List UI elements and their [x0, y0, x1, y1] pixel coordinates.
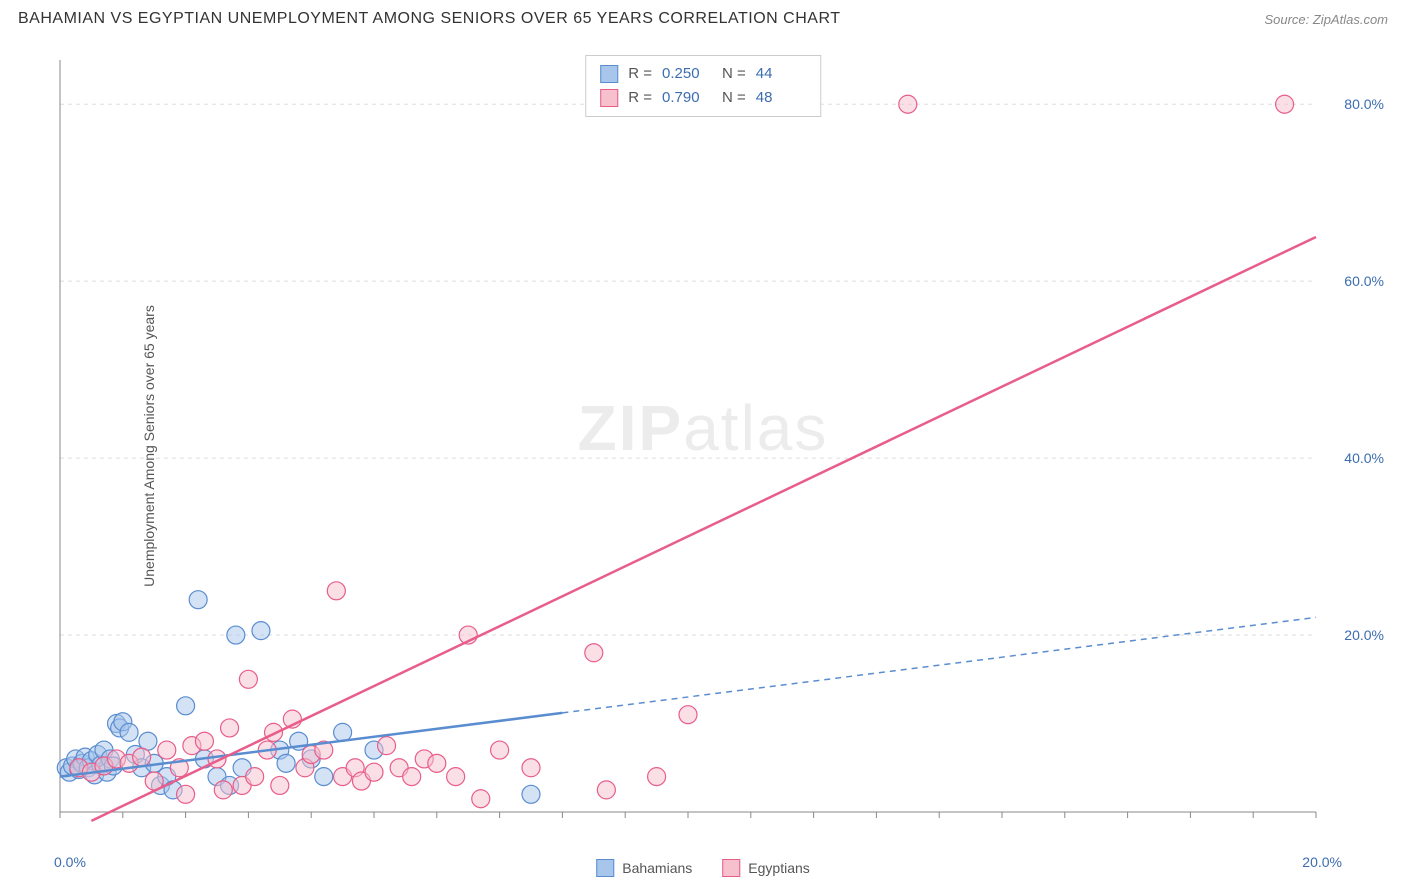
y-tick-label: 80.0% [1344, 96, 1384, 112]
chart-source: Source: ZipAtlas.com [1264, 12, 1388, 27]
series-legend: Bahamians Egyptians [596, 859, 810, 877]
swatch-icon [596, 859, 614, 877]
correlation-legend: R = 0.250 N = 44 R = 0.790 N = 48 [585, 55, 821, 117]
chart-area [50, 50, 1386, 842]
legend-item-bahamians: Bahamians [596, 859, 692, 877]
y-tick-label: 20.0% [1344, 627, 1384, 643]
legend-row-egyptians: R = 0.790 N = 48 [600, 86, 806, 110]
chart-title: BAHAMIAN VS EGYPTIAN UNEMPLOYMENT AMONG … [18, 10, 840, 28]
legend-item-egyptians: Egyptians [722, 859, 809, 877]
x-tick-max: 20.0% [1302, 854, 1342, 870]
legend-swatch-egyptians [600, 89, 618, 107]
y-tick-label: 40.0% [1344, 450, 1384, 466]
x-tick-min: 0.0% [54, 854, 86, 870]
legend-row-bahamians: R = 0.250 N = 44 [600, 62, 806, 86]
legend-swatch-bahamians [600, 65, 618, 83]
y-tick-label: 60.0% [1344, 273, 1384, 289]
swatch-icon [722, 859, 740, 877]
